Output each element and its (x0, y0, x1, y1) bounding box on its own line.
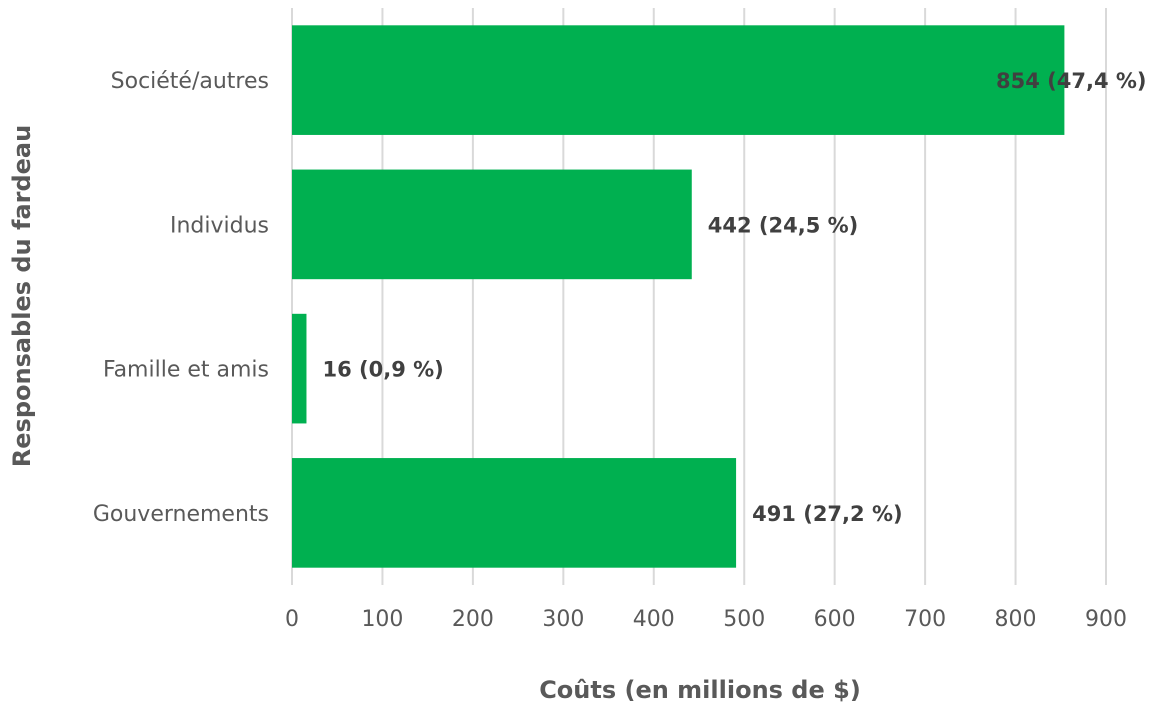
x-tick-label: 500 (723, 607, 765, 632)
category-label: Gouvernements (93, 502, 269, 527)
category-labels: Société/autres Individus Famille et amis Go… (93, 69, 269, 527)
x-tick-label: 800 (995, 607, 1037, 632)
data-label: 442 (24,5 %) (708, 213, 859, 237)
category-label: Individus (170, 213, 269, 238)
data-labels: 854 (47,4 %) 442 (24,5 %) 16 (0,9 %) 491 (2… (322, 69, 1146, 526)
y-axis-title: Responsables du fardeau (8, 125, 36, 467)
bar (292, 458, 737, 568)
x-tick-label: 0 (285, 607, 299, 632)
x-tick-label: 400 (633, 607, 675, 632)
bar (292, 313, 307, 424)
data-label: 16 (0,9 %) (322, 358, 443, 382)
x-tick-label: 200 (452, 607, 494, 632)
x-tick-label: 900 (1085, 607, 1127, 632)
x-tick-label: 300 (542, 607, 584, 632)
category-label: Société/autres (111, 69, 269, 94)
data-label: 854 (47,4 %) (996, 69, 1147, 93)
bars (292, 25, 1065, 568)
x-tick-label: 700 (904, 607, 946, 632)
category-label: Famille et amis (103, 358, 269, 383)
data-label: 491 (27,2 %) (752, 502, 903, 526)
x-tick-label: 600 (814, 607, 856, 632)
x-axis-tick-labels: 0 100 200 300 400 500 600 700 800 900 (285, 607, 1127, 632)
x-tick-label: 100 (361, 607, 403, 632)
bar (292, 25, 1065, 135)
bar (292, 169, 692, 280)
x-axis-title: Coûts (en millions de $) (539, 676, 861, 704)
